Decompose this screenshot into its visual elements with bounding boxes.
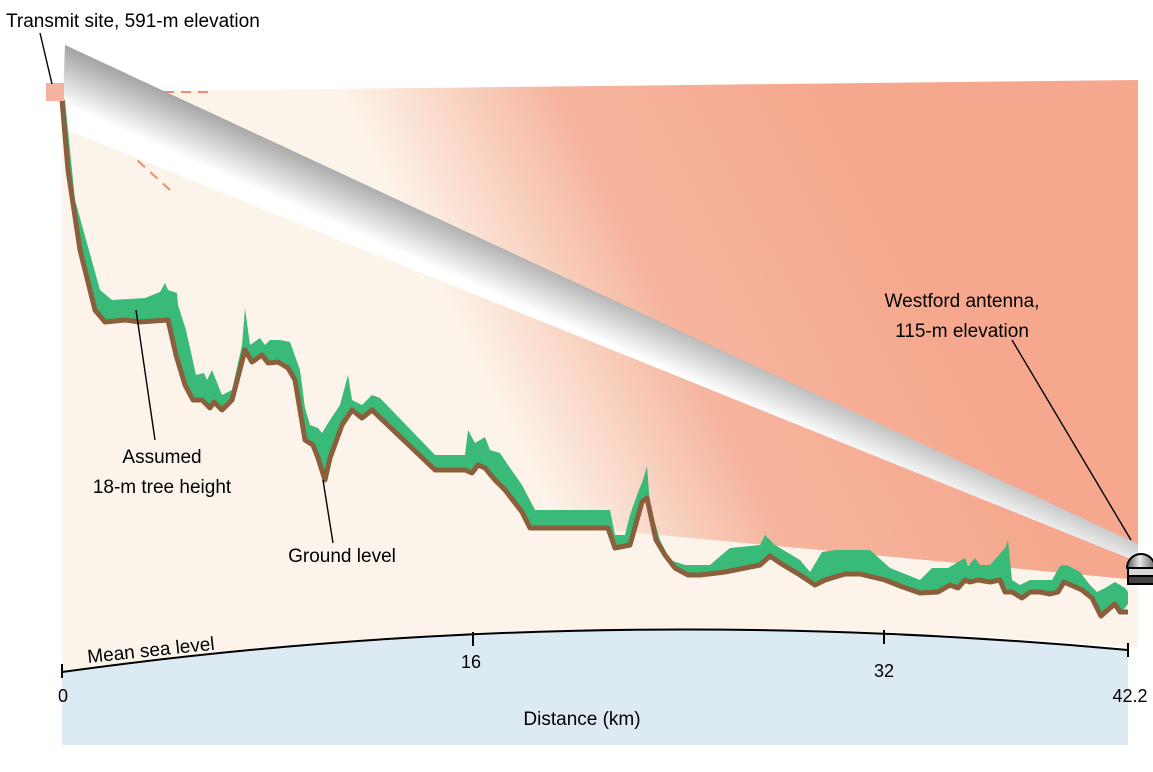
sea-body — [62, 629, 1128, 745]
westford-label-line1: Westford antenna, — [885, 291, 1040, 312]
tick-label-16: 16 — [461, 652, 481, 672]
mean-sea-level-curve — [61, 628, 1129, 673]
tree-height-label-line1: Assumed — [122, 447, 201, 468]
tree-height-label-line2: 18-m tree height — [93, 477, 232, 498]
transmit-site-label: Transmit site, 591-m elevation — [6, 11, 260, 32]
leader-westford — [1011, 339, 1132, 541]
tick-label-32: 32 — [874, 661, 894, 681]
leader-tree-height — [135, 309, 156, 441]
tree-canopy-layer — [62, 100, 1128, 616]
tick-label-0: 0 — [58, 686, 68, 706]
transmitter-site-marker — [46, 83, 64, 101]
leader-transmit-site — [39, 32, 53, 85]
leader-ground-level — [322, 479, 334, 544]
westford-label-line2: 115-m elevation — [895, 321, 1029, 342]
tick-label-42-2: 42.2 — [1112, 686, 1147, 706]
ground-level-label: Ground level — [288, 546, 396, 567]
x-axis-title: Distance (km) — [523, 709, 640, 730]
signal-beam — [62, 45, 1138, 562]
westford-antenna-icon — [1125, 553, 1153, 585]
ground-level-line — [59, 99, 1128, 619]
